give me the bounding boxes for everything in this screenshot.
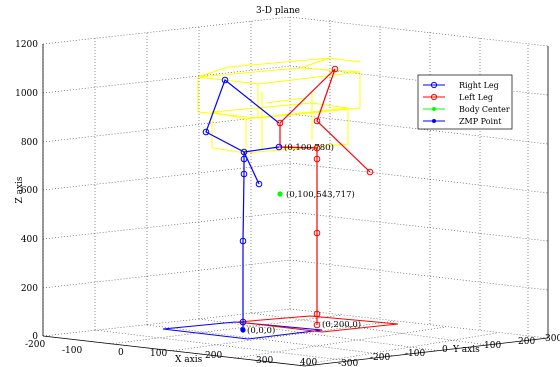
left-foot xyxy=(237,315,399,333)
z-tick: 200 xyxy=(21,284,38,294)
z-tick: 600 xyxy=(21,186,38,196)
annotation-torso: (0,100,780) xyxy=(284,142,334,153)
x-tick: 400 xyxy=(300,358,317,367)
left-leg-markers xyxy=(276,65,374,329)
y-tick: 300 xyxy=(545,334,560,344)
annotation-left-foot: (0,200,0) xyxy=(322,319,361,330)
right-leg-joint xyxy=(239,237,247,245)
z-tick: 0 xyxy=(32,332,38,342)
right-leg-joint xyxy=(202,128,210,136)
legend-label: Body Center xyxy=(459,105,510,114)
legend: Right Leg Left Leg Body Center ZMP Point xyxy=(417,74,513,130)
left-leg-joint xyxy=(313,144,321,152)
x-tick: 100 xyxy=(150,349,167,359)
left-leg-joint xyxy=(313,321,321,329)
z-axis-label: Z axis xyxy=(15,176,25,203)
left-leg-joint xyxy=(331,65,339,73)
annotation-origin: (0,0,0) xyxy=(247,325,275,336)
series-left-leg xyxy=(279,68,371,325)
x-tick: 300 xyxy=(256,356,273,366)
x-tick-labels: -200 -100 0 100 200 300 400 xyxy=(25,340,317,367)
zmp-point xyxy=(240,327,244,331)
y-tick: -200 xyxy=(370,353,390,363)
annotation-body-center: (0,100,543,717) xyxy=(286,189,355,200)
left-leg-joint xyxy=(313,310,321,318)
y-tick: 100 xyxy=(484,341,501,351)
y-tick-labels: -300 -200 -100 0 100 200 300 xyxy=(338,334,560,367)
legend-label: Left Leg xyxy=(459,93,493,102)
legend-item-body-center: Body Center xyxy=(423,105,510,114)
right-leg-joint xyxy=(221,76,229,84)
right-leg-joint xyxy=(240,148,248,156)
z-tick: 1000 xyxy=(15,89,38,99)
left-leg-joint xyxy=(313,229,321,237)
z-tick-labels: 0 200 400 600 800 1000 1200 xyxy=(15,40,38,342)
x-tick: 200 xyxy=(205,351,222,361)
y-axis-label: Y axis xyxy=(452,345,480,355)
y-tick: -100 xyxy=(405,349,425,359)
feet xyxy=(162,315,399,340)
y-tick: 0 xyxy=(442,345,448,355)
right-leg-joint xyxy=(255,180,263,188)
torso-box xyxy=(197,57,361,154)
y-tick: 200 xyxy=(518,337,535,347)
right-leg-joint xyxy=(275,143,283,151)
right-leg-joint xyxy=(240,155,248,163)
legend-label: Right Leg xyxy=(459,81,499,90)
x-axis-label: X axis xyxy=(175,355,203,365)
z-tick: 800 xyxy=(21,138,38,148)
right-leg-joint xyxy=(239,318,247,326)
x-tick: -200 xyxy=(25,340,45,350)
axes-frame xyxy=(42,44,549,367)
body-center-marker xyxy=(277,191,283,197)
left-leg-joint xyxy=(313,155,321,163)
z-tick: 1200 xyxy=(15,40,38,50)
right-leg-markers xyxy=(202,76,283,326)
left-leg-joint xyxy=(313,117,321,125)
legend-item-left-leg: Left Leg xyxy=(423,93,493,102)
right-foot xyxy=(162,321,323,340)
x-tick: 0 xyxy=(118,348,124,358)
right-leg-joint xyxy=(240,170,248,178)
y-tick: -300 xyxy=(338,359,358,367)
zmp-markers xyxy=(240,327,246,333)
left-leg-joint xyxy=(276,119,284,127)
legend-item-zmp-point: ZMP Point xyxy=(423,117,502,126)
left-leg-joint xyxy=(366,168,374,176)
x-tick: -100 xyxy=(62,346,82,356)
legend-item-right-leg: Right Leg xyxy=(423,81,499,90)
z-tick: 400 xyxy=(21,235,38,245)
legend-label: ZMP Point xyxy=(459,117,502,126)
chart-title: 3-D plane xyxy=(256,6,300,16)
